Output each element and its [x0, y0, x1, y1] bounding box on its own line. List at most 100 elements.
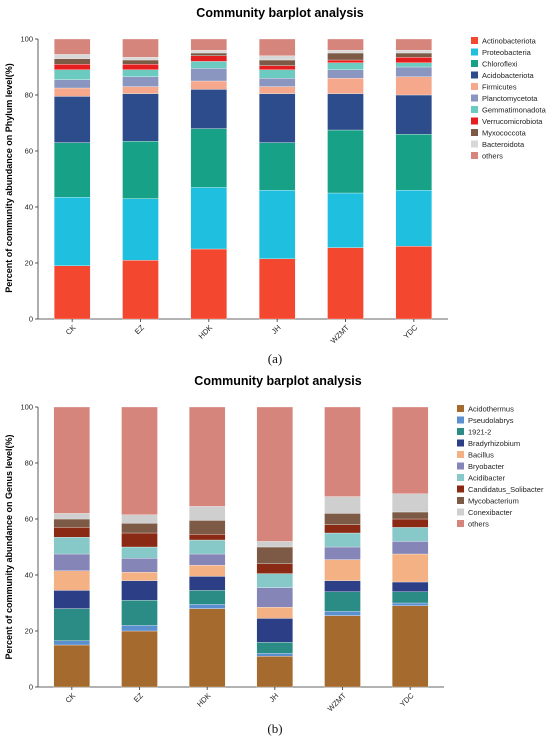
- bar-segment-jh-chloroflexi: [259, 142, 296, 191]
- bar-segment-wzmt-actinobacteriota: [327, 247, 364, 320]
- bar-segment-ck-candidatus-solibacter: [53, 527, 90, 538]
- legend-label-1921-2: 1921-2: [468, 428, 491, 437]
- legend-swatch-bacillus: [457, 451, 464, 458]
- x-tick-label-jh: JH: [267, 691, 280, 704]
- bar-segment-wzmt-myxococcota: [327, 52, 364, 61]
- bar-segment-wzmt-candidatus-solibacter: [324, 524, 361, 534]
- bar-segment-hdk-bryobacter: [189, 553, 226, 566]
- bar-segment-ydc-myxococcota: [395, 52, 432, 58]
- bar-segment-ez-acidobacteriota: [122, 93, 159, 142]
- bar-segment-jh-proteobacteria: [259, 190, 296, 259]
- bar-segment-wzmt-planctomycetota: [327, 69, 364, 79]
- bar-segment-jh-verrucomicrobiota: [259, 65, 296, 70]
- bar-segment-hdk-mycobacterium: [189, 520, 226, 535]
- bar-segment-hdk-actinobacteriota: [190, 248, 227, 320]
- legend-label-pseudolabrys: Pseudolabrys: [468, 416, 514, 425]
- bar-segment-ck-acidothermus: [53, 644, 90, 688]
- bar-segment-ez-proteobacteria: [122, 198, 159, 261]
- legend-swatch-bradyrhizobium: [457, 439, 464, 447]
- y-tick-label: 20: [25, 627, 33, 636]
- legend-label-myxococcota: Myxococcota: [482, 129, 527, 138]
- legend-label-gemmatimonadota: Gemmatimonadota: [482, 106, 547, 115]
- y-tick-label: 80: [25, 91, 33, 100]
- bar-segment-ck-pseudolabrys: [53, 640, 90, 646]
- bar-segment-ydc-firmicutes: [395, 76, 432, 96]
- bar-segment-wzmt-bacillus: [324, 559, 361, 581]
- bar-segment-ck-others: [53, 406, 90, 514]
- bar-segment-ez-pseudolabrys: [121, 625, 158, 632]
- bar-segment-ydc-others: [395, 38, 432, 51]
- plot-area: 0 20 40 60 80 100 CK EZ HDK JH WZMT YDC: [20, 403, 444, 713]
- bar-segment-wzmt-chloroflexi: [327, 129, 364, 194]
- legend-label-others: others: [482, 152, 503, 161]
- legend-label-acidothermus: Acidothermus: [468, 405, 514, 414]
- bar-segment-ck-planctomycetota: [54, 79, 91, 89]
- bar-segment-wzmt-firmicutes: [327, 78, 364, 94]
- bar-segment-wzmt-bryobacter: [324, 546, 361, 560]
- y-tick-label: 20: [25, 259, 33, 268]
- bar-segment-ez-bacillus: [121, 572, 158, 581]
- bar-segment-hdk-bacillus: [189, 565, 226, 577]
- bar-segment-ez-bradyrhizobium: [121, 580, 158, 601]
- bar-segment-ydc-candidatus-solibacter: [392, 518, 429, 528]
- bar-segment-hdk-bacteroidota: [190, 50, 227, 54]
- bar-segment-ydc-bradyrhizobium: [392, 581, 429, 592]
- bar-segment-ck-others: [54, 38, 91, 55]
- legend-swatch-bacteroidota: [471, 140, 478, 148]
- bar-segment-ez-chloroflexi: [122, 141, 159, 199]
- x-tick-label-ez: EZ: [132, 691, 145, 704]
- y-axis-label: Percent of community abundance on Genus …: [4, 434, 14, 659]
- y-tick-label: 40: [25, 203, 33, 212]
- x-tick-label-ez: EZ: [133, 323, 146, 336]
- bar-segment-jh-acidobacteriota: [259, 93, 296, 143]
- legend-swatch-acidothermus: [457, 405, 464, 412]
- y-tick-label: 0: [29, 315, 33, 324]
- bar-segment-ez-myxococcota: [122, 59, 159, 65]
- bar-segment-ydc-actinobacteriota: [395, 246, 432, 320]
- bar-segment-jh-bacteroidota: [259, 55, 296, 61]
- legend-label-chloroflexi: Chloroflexi: [482, 60, 518, 69]
- bar-segment-wzmt-gemmatimonadota: [327, 62, 364, 70]
- y-tick-label: 60: [25, 147, 33, 156]
- legend-label-bacillus: Bacillus: [468, 451, 494, 460]
- legend-label-actinobacteriota: Actinobacteriota: [482, 37, 537, 46]
- bar-segment-hdk-proteobacteria: [190, 187, 227, 250]
- bar-segment-jh-others: [259, 38, 296, 56]
- bar-segment-jh-pseudolabrys: [256, 653, 293, 657]
- bar-segment-wzmt-bradyrhizobium: [324, 580, 361, 592]
- legend-swatch-proteobacteria: [471, 48, 478, 56]
- y-tick-label: 40: [25, 571, 33, 580]
- genus-barplot: Community barplot analysis Percent of co…: [4, 374, 544, 736]
- bar-segment-hdk-acidibacter: [189, 539, 226, 555]
- legend-swatch-gemmatimonadota: [471, 106, 478, 113]
- legend-label-acidobacteriota: Acidobacteriota: [482, 71, 535, 80]
- bar-segment-jh-acidibacter: [256, 573, 293, 588]
- legend: Actinobacteriota Proteobacteria Chloroflex…: [471, 37, 547, 161]
- legend-label-conexibacter: Conexibacter: [468, 508, 513, 517]
- bar-segment-wzmt-bacteroidota: [327, 50, 364, 54]
- y-tick-label: 0: [29, 683, 33, 692]
- bar-segment-ck-1921-2: [53, 608, 90, 641]
- bar-segment-hdk-1921-2: [189, 590, 226, 605]
- x-tick-label-ck: CK: [64, 323, 78, 337]
- bar-segment-ck-proteobacteria: [54, 197, 91, 266]
- bar-segment-hdk-acidobacteriota: [190, 89, 227, 129]
- legend-label-others: others: [468, 520, 489, 529]
- bar-segment-ck-verrucomicrobiota: [54, 64, 91, 70]
- legend-swatch-pseudolabrys: [457, 416, 464, 424]
- legend-label-planctomycetota: Planctomycetota: [482, 94, 538, 103]
- chart-title: Community barplot analysis: [196, 6, 363, 20]
- y-axis-label: Percent of community abundance on Phylum…: [4, 63, 14, 293]
- bar-segment-ydc-conexibacter: [392, 493, 429, 513]
- bar-segment-jh-candidatus-solibacter: [256, 563, 293, 574]
- bar-segment-ez-bryobacter: [121, 558, 158, 573]
- x-tick-label-hdk: HDK: [197, 323, 215, 341]
- legend-swatch-others: [457, 520, 464, 527]
- bar-segment-hdk-candidatus-solibacter: [189, 534, 226, 541]
- legend-swatch-1921-2: [457, 428, 464, 435]
- legend-label-proteobacteria: Proteobacteria: [482, 48, 532, 57]
- legend-swatch-acidibacter: [457, 474, 464, 481]
- bar-segment-hdk-others: [190, 38, 227, 51]
